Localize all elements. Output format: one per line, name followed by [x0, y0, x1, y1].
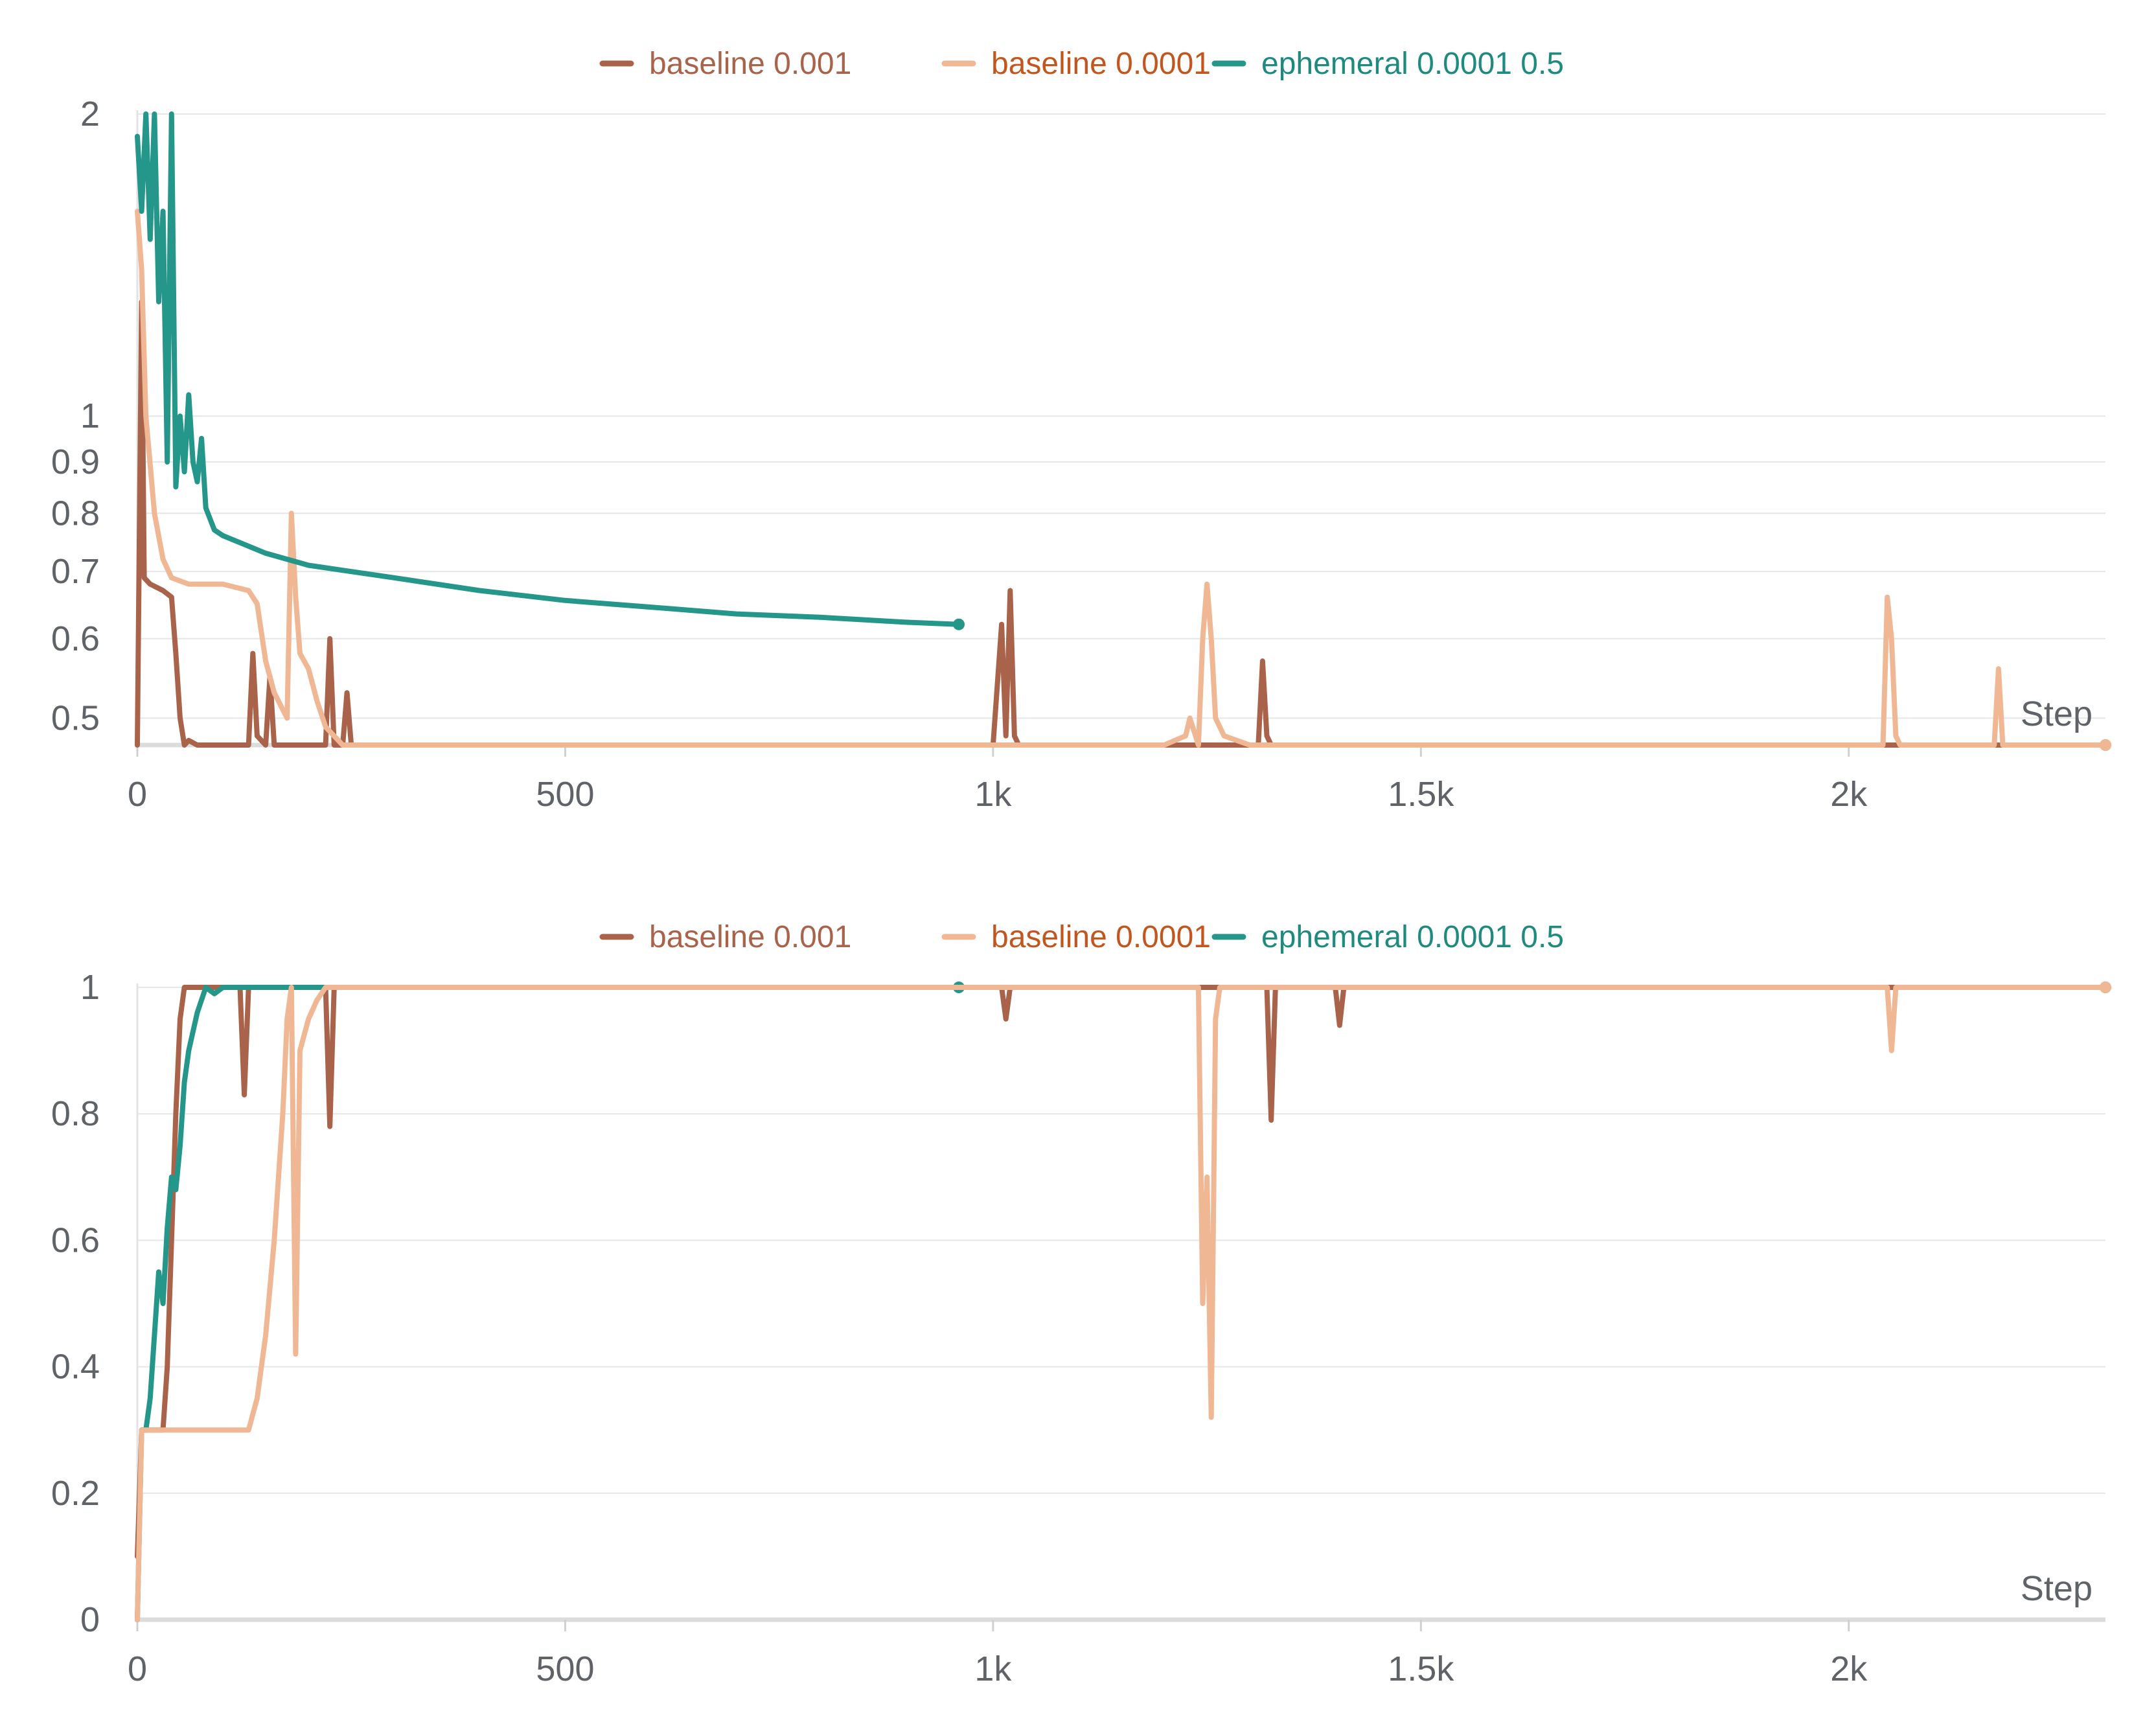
y-tick-label: 0.6 [51, 619, 100, 658]
x-tick-label: 2k [1830, 775, 1868, 814]
accuracy-chart-panel: 0 0.2 0.4 0.6 0.8 1 0 500 1k 1.5k 2k Step baseline 0… [51, 920, 2111, 1688]
series-line-baseline-0-001 [135, 299, 2108, 748]
legend-label-baseline-0-0001: baseline 0.0001 [991, 920, 1211, 954]
y-tick-label: 0.8 [51, 494, 100, 533]
series-end-point-baseline-0-0001 [2100, 982, 2111, 993]
y-tick-label: 1 [80, 968, 100, 1007]
x-tick-label: 2k [1830, 1649, 1868, 1688]
series-line-ephemeral-0-0001-0-5 [135, 111, 961, 627]
x-tick-label: 0 [128, 1649, 147, 1688]
x-axis-label: Step [2021, 695, 2093, 733]
series-line-baseline-0-001 [135, 985, 2108, 1559]
series-line-ephemeral-0-0001-0-5 [135, 985, 961, 1622]
y-tick-label: 1 [80, 397, 100, 435]
y-tick-label: 0.5 [51, 698, 100, 737]
x-tick-label: 1k [974, 775, 1012, 814]
legend-label-baseline-0-001: baseline 0.001 [649, 47, 851, 81]
legend-label-ephemeral-0-0001-0-5: ephemeral 0.0001 0.5 [1261, 47, 1564, 81]
y-tick-label: 0.9 [51, 442, 100, 481]
y-tick-label: 0.6 [51, 1221, 100, 1259]
legend-label-baseline-0-0001: baseline 0.0001 [991, 47, 1211, 81]
x-tick-label: 1.5k [1388, 1649, 1454, 1688]
legend-label-ephemeral-0-0001-0-5: ephemeral 0.0001 0.5 [1261, 920, 1564, 954]
x-tick-label: 0 [128, 775, 147, 814]
x-tick-label: 1k [974, 1649, 1012, 1688]
x-tick-label: 500 [536, 1649, 594, 1688]
y-tick-label: 0.4 [51, 1348, 100, 1386]
y-tick-label: 2 [80, 95, 100, 133]
series-line-baseline-0-0001 [135, 985, 2108, 1622]
x-axis-label: Step [2021, 1569, 2093, 1608]
x-tick-label: 500 [536, 775, 594, 814]
y-tick-label: 0 [80, 1600, 100, 1639]
series-line-baseline-0-0001 [135, 209, 2108, 748]
y-tick-label: 0.8 [51, 1094, 100, 1133]
series-end-point-ephemeral-0-0001-0-5 [953, 618, 965, 630]
x-tick-label: 1.5k [1388, 775, 1454, 814]
y-tick-label: 0.7 [51, 552, 100, 591]
legend-label-baseline-0-001: baseline 0.001 [649, 920, 851, 954]
y-tick-label: 0.2 [51, 1474, 100, 1513]
loss-chart-panel: 0.5 0.6 0.7 0.8 0.9 1 2 0 500 1k 1.5k 2k Step baselin… [51, 47, 2111, 814]
series-end-point-baseline-0-0001 [2100, 739, 2111, 751]
